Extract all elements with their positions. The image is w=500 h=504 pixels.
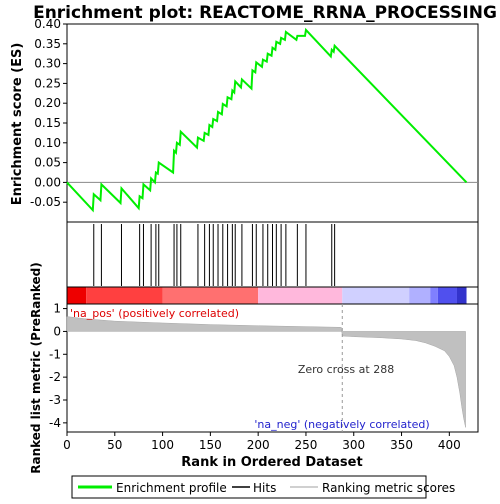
- x-tick-label: 200: [247, 438, 270, 452]
- x-tick-label: 350: [390, 438, 413, 452]
- es-y-tick-label: 0.30: [34, 57, 61, 71]
- x-axis-label: Rank in Ordered Dataset: [181, 455, 362, 470]
- es-y-tick-label: 0.10: [34, 136, 61, 150]
- es-y-tick-label: 0.35: [34, 37, 61, 51]
- heat-bar-segment: [437, 287, 457, 304]
- heat-bar-segment: [67, 287, 87, 304]
- enrichment-profile-line: [66, 27, 468, 213]
- x-tick-label: 400: [438, 438, 461, 452]
- heat-bar-segment: [456, 287, 467, 304]
- negative-correlation-label: 'na_neg' (negatively correlated): [254, 418, 429, 431]
- es-y-tick-label: 0.05: [34, 156, 61, 170]
- x-tick-label: 250: [295, 438, 318, 452]
- metric-y-tick-label: -3: [49, 393, 61, 407]
- rank-color-bar: [67, 287, 467, 304]
- heat-bar-segment: [409, 287, 431, 304]
- es-y-tick-label: 0.00: [34, 175, 61, 189]
- heat-bar-segment: [258, 287, 343, 304]
- metric-y-tick-label: 0: [53, 324, 61, 338]
- metric-y-tick-label: 1: [53, 302, 61, 316]
- zero-cross-label: Zero cross at 288: [298, 363, 394, 376]
- x-tick-label: 50: [107, 438, 122, 452]
- x-axis: 0 50 100 150 200 250 300 350 400: [63, 432, 461, 452]
- legend-hits-label: Hits: [253, 481, 276, 495]
- metric-y-tick-label: -4: [49, 416, 61, 430]
- es-y-tick-label: 0.15: [34, 116, 61, 130]
- legend-enrichment-label: Enrichment profile: [116, 481, 227, 495]
- metric-y-tick-label: -1: [49, 347, 61, 361]
- chart-title: Enrichment plot: REACTOME_RRNA_PROCESSIN…: [33, 3, 497, 23]
- heat-bar-segment: [430, 287, 438, 304]
- heat-bar-segment: [162, 287, 259, 304]
- x-tick-label: 300: [342, 438, 365, 452]
- hits-markers: [93, 224, 336, 286]
- heat-bar-segment: [342, 287, 410, 304]
- es-y-axis-label: Enrichment score (ES): [10, 43, 25, 206]
- ranking-metric-area: [66, 316, 466, 428]
- metric-y-axis-label: Ranked list metric (PreRanked): [29, 262, 43, 474]
- x-tick-label: 0: [63, 438, 71, 452]
- es-y-tick-label: 0.40: [34, 17, 61, 31]
- es-y-tick-label: -0.05: [30, 195, 61, 209]
- legend-metric-label: Ranking metric scores: [322, 481, 455, 495]
- legend: Enrichment profile Hits Ranking metric s…: [71, 475, 455, 499]
- x-tick-label: 150: [199, 438, 222, 452]
- positive-correlation-label: 'na_pos' (positively correlated): [70, 307, 239, 320]
- x-tick-label: 100: [151, 438, 174, 452]
- metric-y-axis: 1 0 -1 -2 -3 -4: [49, 302, 67, 430]
- es-y-axis: -0.05 0.00 0.05 0.10 0.15 0.20 0.25 0.30 0.35 0.4…: [30, 17, 67, 209]
- heat-bar-segment: [86, 287, 163, 304]
- es-y-tick-label: 0.25: [34, 76, 61, 90]
- metric-y-tick-label: -2: [49, 370, 61, 384]
- es-y-tick-label: 0.20: [34, 96, 61, 110]
